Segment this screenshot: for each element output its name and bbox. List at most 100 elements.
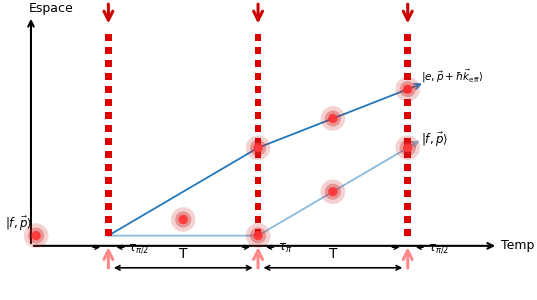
Bar [255, 47, 262, 54]
Bar [105, 145, 112, 151]
Point [254, 146, 263, 150]
Bar [105, 93, 112, 99]
Bar [404, 54, 411, 60]
Point [329, 116, 337, 121]
Bar [404, 190, 411, 196]
Bar [255, 203, 262, 210]
Bar [404, 151, 411, 158]
Bar [404, 184, 411, 190]
Bar [404, 67, 411, 73]
Bar [404, 138, 411, 145]
Point [179, 217, 187, 222]
Bar [105, 73, 112, 80]
Bar [404, 125, 411, 132]
Bar [255, 132, 262, 138]
Bar [255, 210, 262, 216]
Bar [255, 158, 262, 164]
Bar [404, 99, 411, 106]
Point [254, 233, 263, 238]
Bar [404, 60, 411, 67]
Bar [105, 171, 112, 177]
Bar [255, 145, 262, 151]
Point [254, 146, 263, 150]
Point [32, 233, 40, 238]
Bar [255, 138, 262, 145]
Text: Espace: Espace [28, 2, 73, 14]
Bar [255, 67, 262, 73]
Bar [404, 112, 411, 119]
Point [329, 116, 337, 121]
Point [329, 116, 337, 121]
Bar [105, 196, 112, 203]
Bar [255, 28, 262, 34]
Bar [404, 86, 411, 93]
Bar [105, 54, 112, 60]
Bar [404, 145, 411, 151]
Point [179, 217, 187, 222]
Bar [105, 190, 112, 196]
Bar [105, 158, 112, 164]
Bar [255, 184, 262, 190]
Bar [404, 28, 411, 34]
Bar [404, 93, 411, 99]
Bar [105, 112, 112, 119]
Bar [404, 106, 411, 112]
Bar [105, 125, 112, 132]
Point [403, 87, 412, 92]
Bar [105, 106, 112, 112]
Bar [255, 196, 262, 203]
Bar [255, 190, 262, 196]
Bar [404, 203, 411, 210]
Text: $|e,\vec{p}+\hbar\vec{k}_{\mathrm{eff}}\rangle$: $|e,\vec{p}+\hbar\vec{k}_{\mathrm{eff}}\… [420, 67, 483, 85]
Bar [105, 80, 112, 86]
Bar [255, 229, 262, 236]
Point [254, 233, 263, 238]
Bar [404, 80, 411, 86]
Bar [105, 67, 112, 73]
Bar [404, 158, 411, 164]
Bar [404, 171, 411, 177]
Bar [105, 223, 112, 229]
Bar [105, 138, 112, 145]
Text: T: T [329, 248, 337, 261]
Bar [105, 28, 112, 34]
Bar [105, 229, 112, 236]
Bar [255, 125, 262, 132]
Bar [404, 73, 411, 80]
Bar [255, 223, 262, 229]
Bar [255, 106, 262, 112]
Point [254, 233, 263, 238]
Bar [255, 60, 262, 67]
Bar [105, 164, 112, 171]
Bar [255, 54, 262, 60]
Text: $\tau_{\pi/2}$: $\tau_{\pi/2}$ [128, 242, 149, 255]
Bar [105, 34, 112, 41]
Bar [404, 132, 411, 138]
Point [179, 217, 187, 222]
Text: Temp: Temp [500, 239, 534, 252]
Point [403, 146, 412, 150]
Bar [404, 177, 411, 184]
Bar [255, 112, 262, 119]
Bar [255, 73, 262, 80]
Point [329, 189, 337, 194]
Bar [255, 86, 262, 93]
Text: T: T [179, 248, 187, 261]
Bar [255, 119, 262, 125]
Point [329, 189, 337, 194]
Bar [255, 177, 262, 184]
Point [403, 146, 412, 150]
Bar [105, 210, 112, 216]
Bar [105, 184, 112, 190]
Bar [105, 47, 112, 54]
Bar [255, 41, 262, 47]
Point [403, 87, 412, 92]
Bar [105, 203, 112, 210]
Bar [404, 216, 411, 223]
Bar [404, 119, 411, 125]
Bar [255, 216, 262, 223]
Bar [105, 119, 112, 125]
Bar [404, 41, 411, 47]
Point [403, 146, 412, 150]
Bar [105, 41, 112, 47]
